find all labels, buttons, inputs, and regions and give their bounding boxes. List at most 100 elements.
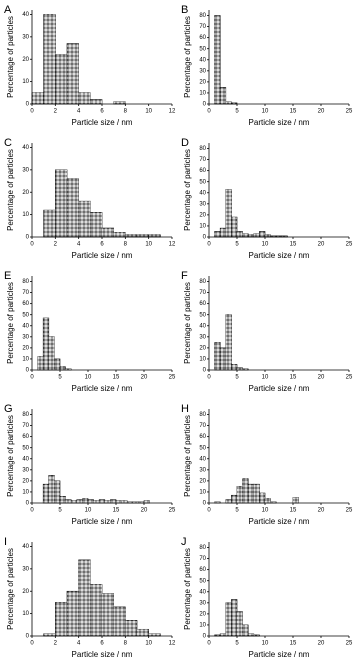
x-tick-label: 12 [169,242,176,248]
y-tick-label: 0 [26,634,30,640]
x-tick-label: 5 [58,508,62,514]
bar-pattern [76,499,83,503]
bar-pattern [93,500,100,503]
bar-pattern [54,358,60,370]
bar-pattern [43,14,56,105]
y-tick-label: 40 [199,57,206,63]
bar-pattern [132,501,139,503]
x-tick-label: 0 [30,641,34,647]
bar-pattern [43,210,56,237]
x-tick-label: 25 [169,508,176,514]
bar-pattern [276,235,282,237]
y-tick-label: 70 [199,157,206,163]
bar-pattern [102,593,114,636]
y-axis-label: Percentage of particles [183,149,192,231]
y-tick-label: 30 [199,334,206,340]
bar-pattern [144,500,150,503]
y-tick-label: 50 [199,46,206,52]
y-tick-label: 20 [22,345,29,351]
bar-pattern [253,233,260,237]
x-tick-label: 10 [262,508,269,514]
x-tick-label: 25 [169,375,176,381]
x-tick-label: 10 [145,242,152,248]
y-tick-label: 80 [199,545,206,551]
x-tick-label: 4 [77,109,81,115]
y-tick-label: 10 [199,224,206,230]
panel-label: F [181,270,188,282]
x-tick-label: 15 [290,508,297,514]
y-tick-label: 70 [199,290,206,296]
panel-label: C [4,137,12,149]
y-tick-label: 30 [22,467,29,473]
y-axis-label: Percentage of particles [6,415,15,497]
y-tick-label: 0 [26,501,30,507]
y-axis-label: Percentage of particles [183,16,192,98]
y-tick-label: 50 [199,445,206,451]
y-tick-label: 30 [199,201,206,207]
y-tick-label: 80 [199,146,206,152]
x-tick-label: 6 [100,242,104,248]
y-tick-label: 20 [199,345,206,351]
x-axis-label: Particle size / nm [72,650,133,659]
bar-pattern [60,496,66,503]
bar-pattern [237,486,243,503]
y-tick-label: 30 [22,34,29,40]
x-tick-label: 8 [124,109,128,115]
bar-pattern [248,633,254,636]
x-tick-label: 20 [318,375,325,381]
y-tick-label: 30 [199,68,206,74]
y-tick-label: 30 [22,167,29,173]
bar-pattern [225,189,232,237]
x-tick-label: 20 [141,508,148,514]
y-tick-label: 60 [199,434,206,440]
x-tick-label: 25 [346,242,353,248]
x-tick-label: 20 [318,242,325,248]
y-tick-label: 50 [199,312,206,318]
y-tick-label: 40 [22,456,29,462]
y-tick-label: 20 [199,212,206,218]
bar-pattern [54,480,60,503]
bar-pattern [67,591,79,636]
bar-pattern [237,611,243,636]
bar-pattern [148,234,161,237]
bar-pattern [137,234,149,237]
y-axis-label: Percentage of particles [183,548,192,630]
bar-pattern [148,633,161,636]
x-tick-label: 5 [235,242,239,248]
bar-pattern [225,101,232,104]
bar-pattern [43,318,49,370]
bar-pattern [137,629,149,636]
bar-pattern [293,497,299,503]
x-tick-label: 2 [54,109,58,115]
bar-pattern [214,501,221,503]
bar-pattern [55,169,67,237]
bar-pattern [270,501,277,503]
bar-pattern [110,499,116,503]
x-tick-label: 5 [235,375,239,381]
x-axis-label: Particle size / nm [72,118,133,127]
x-tick-label: 20 [141,375,148,381]
bar-pattern [67,178,79,237]
y-tick-label: 20 [22,589,29,595]
x-tick-label: 15 [290,242,297,248]
x-tick-label: 25 [346,375,353,381]
bar-pattern [265,498,271,503]
y-tick-label: 40 [199,456,206,462]
x-tick-label: 10 [262,375,269,381]
bar-pattern [113,101,126,104]
x-tick-label: 15 [290,641,297,647]
x-tick-label: 25 [346,641,353,647]
x-tick-label: 20 [318,641,325,647]
panel-label: B [181,4,188,16]
y-tick-label: 50 [199,578,206,584]
bar-pattern [242,368,249,370]
x-tick-label: 5 [58,375,62,381]
panel-label: H [181,403,189,415]
bar-pattern [231,217,237,237]
y-tick-label: 50 [22,445,29,451]
x-tick-label: 15 [113,508,120,514]
y-tick-label: 20 [22,478,29,484]
bar-pattern [248,234,254,237]
y-tick-label: 0 [203,501,207,507]
x-tick-label: 10 [85,375,92,381]
